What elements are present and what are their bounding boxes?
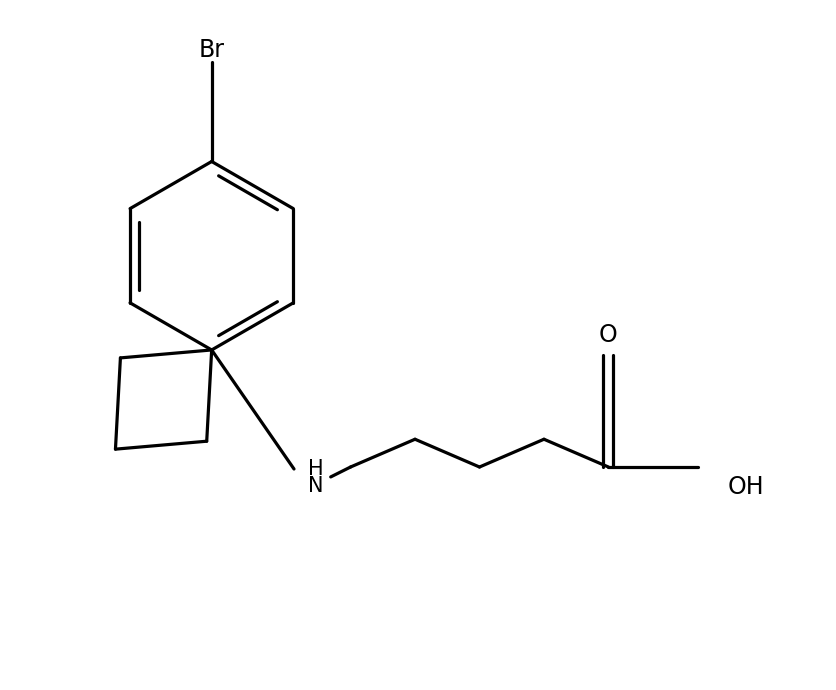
Text: H: H bbox=[308, 459, 324, 479]
Text: N: N bbox=[308, 476, 324, 496]
Text: OH: OH bbox=[727, 475, 764, 499]
Text: Br: Br bbox=[199, 39, 225, 62]
Text: O: O bbox=[599, 323, 618, 347]
